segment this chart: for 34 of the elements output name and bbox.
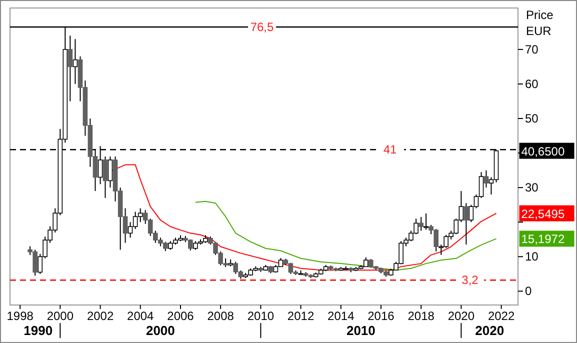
x-tick-label: 2018 xyxy=(408,309,435,323)
ref-line-label: 41 xyxy=(383,142,397,157)
x-tick-label: 2022 xyxy=(488,309,515,323)
x-tick-label: 2020 xyxy=(448,309,475,323)
text: 2020 xyxy=(475,323,504,338)
annotation: 15,1972 xyxy=(521,232,565,246)
candlestick xyxy=(108,156,113,188)
x-tick-label: 2014 xyxy=(328,309,355,323)
y-tick-label: 70 xyxy=(525,42,539,56)
line-series xyxy=(194,200,497,271)
x-tick-label: 2016 xyxy=(368,309,395,323)
ref-line-label: 3,2 xyxy=(462,273,479,288)
y-tick-label: 0 xyxy=(525,284,532,298)
text: 1990 xyxy=(24,323,53,338)
y-tick-label: 60 xyxy=(525,76,539,91)
x-tick-label: 2002 xyxy=(86,309,114,323)
text: 2010 xyxy=(346,323,376,338)
x-tick-label: 2010 xyxy=(247,309,274,323)
x-tick-label: 2004 xyxy=(127,309,154,323)
annotation: 40,6500 xyxy=(521,144,565,158)
annotation: 22,5495 xyxy=(521,206,565,221)
y-tick-label: 50 xyxy=(525,112,539,126)
candlestick xyxy=(72,38,78,84)
y-tick-label: 10 xyxy=(525,250,539,264)
x-tick-label: 2012 xyxy=(287,309,314,323)
x-tick-label: 1998 xyxy=(6,309,34,323)
y-tick-label: 30 xyxy=(525,180,539,195)
x-tick-label: 2008 xyxy=(207,309,234,323)
ref-line-label: 76,5 xyxy=(250,20,274,34)
x-tick-label: 2000 xyxy=(46,309,74,323)
x-tick-label: 2006 xyxy=(167,309,194,323)
text: 2000 xyxy=(146,323,175,338)
candlestick xyxy=(424,212,428,230)
y-axis-title: Price EUR xyxy=(526,8,554,38)
